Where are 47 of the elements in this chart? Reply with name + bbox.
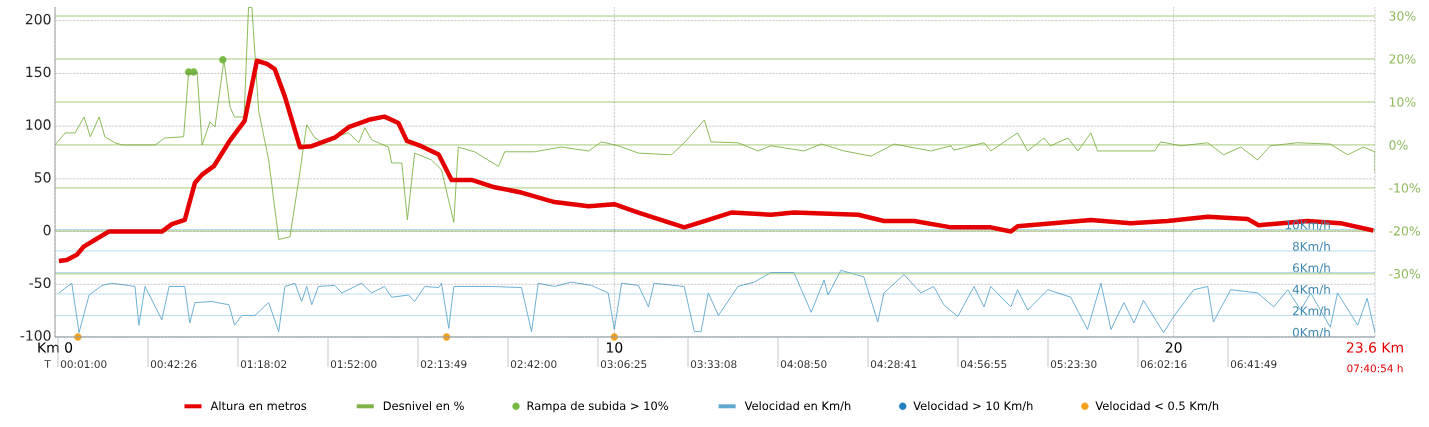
text: T xyxy=(44,360,51,368)
y-tick-label: 200 xyxy=(25,13,51,25)
y2-tick-label: 10% xyxy=(1389,97,1416,107)
x-tick-label: Km 0 xyxy=(38,342,73,353)
x-tick-label: 23.6 Km xyxy=(1346,342,1403,353)
x-tick-label: 10 xyxy=(606,342,623,353)
text: 05:23:30 xyxy=(1050,360,1097,369)
y-tick-label: 150 xyxy=(26,66,51,78)
y2-tick-label: 30% xyxy=(1389,11,1416,21)
y2-tick-label: -10% xyxy=(1389,183,1421,193)
line-series xyxy=(56,58,1376,264)
text: 02:13:49 xyxy=(420,360,467,369)
legend-label: Rampa de subida > 10% xyxy=(527,401,668,413)
y2-tick-label: -20% xyxy=(1389,226,1421,236)
y2-tick-label: 0% xyxy=(1389,140,1408,150)
y3-tick-label: 6Km/h xyxy=(1292,263,1330,274)
legend-label: Velocidad en Km/h xyxy=(744,401,851,411)
text: 04:28:41 xyxy=(870,360,917,369)
y-tick-label: 100 xyxy=(26,119,51,130)
y3-tick-label: 2Km/h xyxy=(1293,306,1330,317)
text: 00:42:26 xyxy=(150,360,197,369)
text: 02:42:00 xyxy=(510,360,557,369)
text: 01:52:00 xyxy=(330,360,377,369)
y-tick-label: 50 xyxy=(34,172,51,183)
legend-label: Altura en metros xyxy=(210,401,307,411)
y3-tick-label: 8Km/h xyxy=(1292,241,1330,252)
text: 06:02:16 xyxy=(1140,360,1187,369)
y2-tick-label: 20% xyxy=(1389,54,1416,64)
y-tick-label: -50 xyxy=(29,277,51,289)
y2-tick-label: -30% xyxy=(1389,269,1421,279)
line-series xyxy=(55,6,1376,240)
text: 06:41:49 xyxy=(1230,360,1277,369)
y3-tick-label: 4Km/h xyxy=(1292,284,1330,295)
text: 04:56:55 xyxy=(960,360,1007,369)
text: 04:08:50 xyxy=(780,360,827,369)
legend-label: Desnivel en % xyxy=(383,401,464,411)
y3-tick-label: 0Km/h xyxy=(1292,327,1330,338)
legend-label: Velocidad < 0.5 Km/h xyxy=(1095,401,1219,411)
text: 07:40:54 h xyxy=(1347,364,1403,373)
text: 01:18:02 xyxy=(240,360,287,369)
text: 00:01:00 xyxy=(60,360,107,369)
text: 03:06:25 xyxy=(600,360,647,369)
y-tick-label: 0 xyxy=(43,224,51,236)
legend-label: Velocidad > 10 Km/h xyxy=(913,401,1033,411)
y-tick-label: -100 xyxy=(20,330,51,341)
text: 03:33:08 xyxy=(690,360,737,369)
x-tick-label: 20 xyxy=(1165,342,1182,353)
